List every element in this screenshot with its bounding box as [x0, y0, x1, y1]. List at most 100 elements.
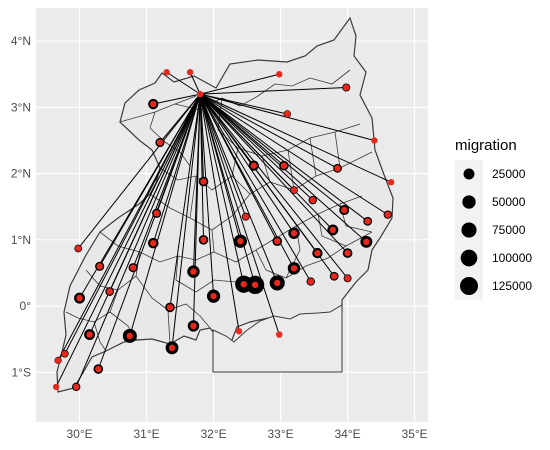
- flow-line: [97, 93, 201, 370]
- destination-point: [163, 69, 170, 76]
- legend-size-key: [460, 277, 478, 295]
- flow-line: [57, 93, 201, 361]
- flow-line: [200, 86, 347, 95]
- destination-point: [200, 178, 207, 185]
- flow-line: [55, 93, 201, 388]
- flow-line: [199, 93, 256, 286]
- destination-point: [168, 344, 176, 352]
- destination-point: [250, 162, 257, 169]
- y-tick-label: 0°: [20, 299, 32, 313]
- destination-point: [190, 322, 197, 330]
- y-axis-labels: 4°N 3°N 2°N 1°N 0° 1°S: [11, 34, 31, 379]
- destination-point: [75, 245, 82, 252]
- legend-entry: 125000: [455, 272, 532, 300]
- x-tick-label: 33°E: [268, 427, 294, 441]
- destination-point: [364, 218, 371, 225]
- flow-line: [77, 93, 201, 249]
- destination-point: [200, 236, 207, 244]
- destination-point: [96, 263, 103, 270]
- destination-point: [307, 278, 314, 285]
- destination-point: [76, 294, 83, 302]
- destination-point: [384, 211, 391, 218]
- legend-label: 50000: [492, 195, 526, 209]
- flow-line: [199, 93, 335, 277]
- legend-size-key: [462, 195, 476, 209]
- destination-point: [274, 279, 281, 287]
- legend-label: 75000: [492, 223, 526, 237]
- destination-point: [106, 288, 113, 295]
- flow-line: [199, 93, 334, 231]
- destination-point: [334, 165, 341, 172]
- destination-point: [274, 237, 281, 245]
- destination-point: [276, 71, 283, 78]
- destination-point: [73, 383, 80, 391]
- x-tick-label: 30°E: [66, 427, 92, 441]
- destination-point: [290, 230, 298, 237]
- destination-point: [156, 139, 164, 146]
- y-tick-label: 1°N: [11, 233, 31, 247]
- flow-line: [199, 93, 392, 183]
- x-tick-label: 34°E: [335, 427, 361, 441]
- flow-line: [153, 93, 201, 105]
- flow-line: [199, 93, 368, 222]
- destination-point: [284, 110, 291, 118]
- flow-line: [199, 93, 295, 234]
- flow-line: [199, 93, 348, 279]
- destination-point: [314, 249, 321, 257]
- destination-point: [341, 206, 348, 214]
- destination-point: [186, 69, 194, 76]
- flow-line: [166, 71, 201, 95]
- flow-line: [199, 93, 312, 282]
- destination-point: [86, 331, 93, 338]
- legend-label: 125000: [492, 279, 532, 293]
- destination-point: [329, 226, 337, 234]
- flow-line: [199, 93, 278, 284]
- district-borders: [65, 69, 373, 352]
- destination-point: [280, 162, 288, 169]
- flow-line: [199, 93, 348, 254]
- destination-point: [290, 186, 298, 194]
- flow-line: [199, 93, 338, 169]
- flow-line: [199, 94, 245, 285]
- destination-point: [242, 213, 249, 220]
- lake-victoria-shoreline: [212, 304, 343, 373]
- flow-line: [75, 93, 201, 388]
- legend-size-key: [460, 249, 478, 267]
- legend-size-key: [463, 168, 475, 180]
- destination-point: [166, 304, 174, 311]
- migration-flow-lines: [55, 71, 392, 388]
- legend-title: migration: [455, 137, 517, 154]
- destination-point: [330, 273, 338, 280]
- flow-line: [199, 93, 389, 216]
- y-tick-label: 3°N: [11, 100, 31, 114]
- flow-line: [199, 93, 280, 335]
- legend-entry: 75000: [455, 216, 526, 244]
- x-tick-label: 32°E: [200, 427, 226, 441]
- flow-line: [199, 94, 215, 297]
- x-tick-label: 35°E: [402, 427, 428, 441]
- destination-point: [153, 210, 160, 217]
- x-tick-label: 31°E: [133, 427, 159, 441]
- flow-line: [200, 73, 280, 95]
- destination-point: [276, 331, 283, 338]
- flow-line: [199, 93, 247, 217]
- flow-line: [200, 93, 288, 115]
- destination-point: [251, 281, 259, 289]
- destination-point: [61, 350, 69, 357]
- legend-entry: 100000: [455, 244, 532, 272]
- y-tick-label: 2°N: [11, 167, 31, 181]
- destination-point: [240, 281, 247, 288]
- destination-point: [54, 357, 62, 364]
- destination-point: [363, 238, 370, 246]
- legend-entry: 50000: [455, 188, 526, 216]
- flow-line: [152, 93, 201, 244]
- destination-point: [150, 239, 157, 247]
- legend-size-key: [461, 222, 477, 238]
- destination-point: [387, 179, 395, 186]
- flow-line: [199, 94, 205, 240]
- destination-point: [290, 265, 298, 272]
- flow-line: [171, 94, 201, 348]
- legend-label: 25000: [492, 167, 526, 181]
- legend: migration 25000 50000 75000 100000 12500…: [455, 137, 532, 300]
- destination-point: [210, 292, 217, 300]
